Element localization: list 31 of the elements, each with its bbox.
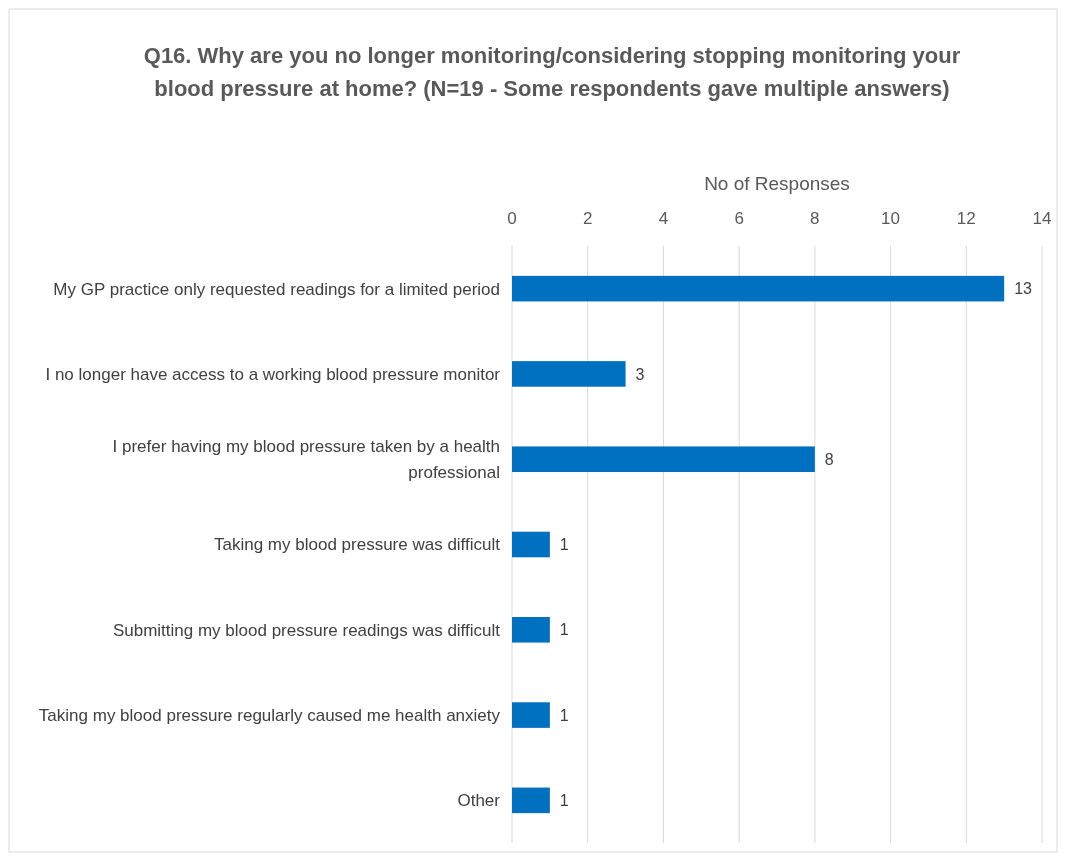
bar — [512, 275, 1005, 302]
y-tick-label: I prefer having my blood pressure taken by a health professional — [112, 437, 500, 483]
data-label: 1 — [559, 621, 569, 639]
y-tick-label: My GP practice only requested readings for a limited period — [53, 279, 500, 299]
data-label: 1 — [559, 536, 569, 554]
y-tick-label: I no longer have access to a working blood pressure monitor — [45, 364, 501, 384]
chart-title: Q16. Why are you no longer monitoring/considering stopping monitoring your blood pressure at home? (N=19 - Some respondents gave multiple answers) — [143, 43, 961, 101]
data-label: 1 — [559, 791, 569, 809]
x-axis-title: No of Responses — [704, 173, 850, 194]
bar — [512, 616, 550, 643]
x-tick-label: 0 — [507, 209, 517, 228]
x-tick-label: 14 — [1032, 209, 1052, 228]
bar — [512, 787, 550, 814]
bar — [512, 361, 626, 387]
bar — [512, 531, 550, 558]
x-tick-label: 6 — [734, 209, 744, 228]
x-tick-label: 8 — [810, 209, 820, 228]
data-label: 13 — [1014, 280, 1033, 298]
y-tick-label: Taking my blood pressure was difficult — [214, 535, 501, 555]
y-tick-label: Taking my blood pressure regularly caused me health anxiety — [38, 706, 501, 726]
x-tick-label: 2 — [582, 209, 593, 228]
bar — [512, 702, 550, 728]
y-tick-label: Other — [457, 791, 501, 811]
x-tick-label: 12 — [956, 209, 976, 228]
data-label: 8 — [824, 450, 834, 468]
y-tick-label: Submitting my blood pressure readings was difficult — [112, 620, 501, 640]
data-label: 1 — [559, 706, 569, 724]
x-tick-label: 4 — [658, 209, 669, 228]
data-label: 3 — [635, 365, 645, 383]
x-tick-label: 10 — [881, 209, 901, 228]
bar — [512, 446, 815, 473]
